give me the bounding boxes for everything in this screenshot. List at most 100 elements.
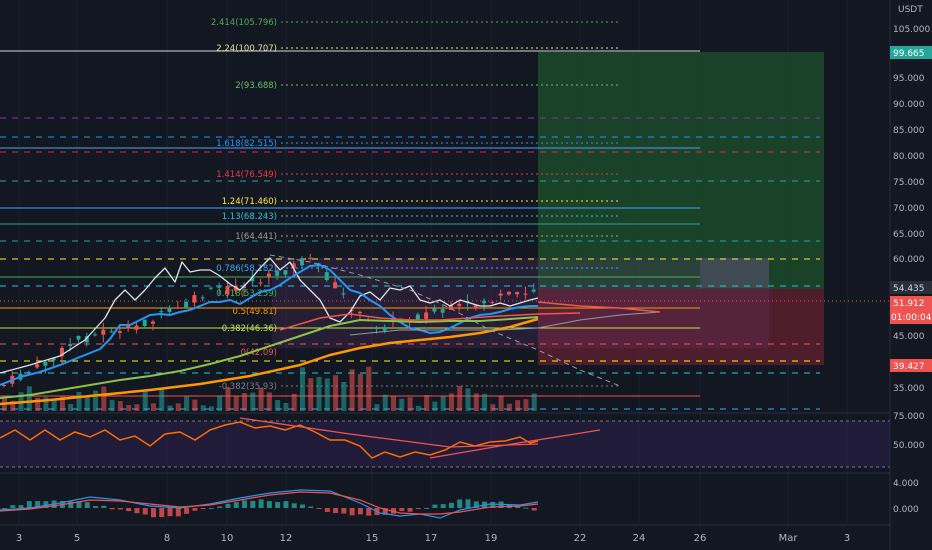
volume-bar bbox=[117, 401, 123, 411]
candle[interactable] bbox=[93, 334, 98, 336]
candle[interactable] bbox=[531, 289, 536, 292]
volume-bar bbox=[167, 405, 173, 411]
macd-hist-bar bbox=[515, 505, 521, 508]
candle[interactable] bbox=[299, 258, 304, 266]
volume-bar bbox=[159, 388, 165, 411]
candle[interactable] bbox=[184, 301, 189, 308]
macd-hist-bar bbox=[68, 501, 74, 508]
candle[interactable] bbox=[341, 293, 346, 295]
candle[interactable] bbox=[357, 311, 362, 314]
volume-bar bbox=[192, 399, 198, 411]
candle[interactable] bbox=[109, 331, 114, 333]
macd-hist-bar bbox=[316, 508, 322, 509]
candle[interactable] bbox=[117, 331, 122, 333]
date-tick: 15 bbox=[366, 533, 379, 544]
macd-hist-bar bbox=[84, 502, 90, 508]
candle[interactable] bbox=[217, 286, 222, 288]
candle[interactable] bbox=[134, 325, 139, 330]
candle[interactable] bbox=[258, 282, 263, 284]
candle[interactable] bbox=[457, 303, 462, 307]
volume-bar bbox=[134, 404, 140, 411]
macd-hist-bar bbox=[275, 502, 281, 508]
candle[interactable] bbox=[291, 263, 296, 269]
macd-hist-bar bbox=[324, 508, 330, 512]
candle[interactable] bbox=[76, 335, 81, 340]
date-tick: 19 bbox=[485, 533, 498, 544]
macd-hist-bar bbox=[192, 508, 198, 511]
macd-hist-bar bbox=[341, 508, 347, 514]
macd-hist-bar bbox=[184, 508, 190, 514]
candle[interactable] bbox=[374, 328, 379, 330]
candle[interactable] bbox=[490, 301, 495, 303]
candle[interactable] bbox=[101, 329, 106, 335]
candle[interactable] bbox=[225, 286, 230, 294]
candle[interactable] bbox=[43, 361, 48, 366]
candle[interactable] bbox=[150, 321, 155, 324]
stop-loss-zone[interactable] bbox=[538, 289, 824, 365]
candle[interactable] bbox=[84, 336, 89, 343]
volume-bar bbox=[266, 392, 272, 411]
candle[interactable] bbox=[415, 314, 420, 320]
candle[interactable] bbox=[333, 282, 338, 289]
candle[interactable] bbox=[35, 364, 40, 368]
macd-hist-bar bbox=[415, 508, 421, 509]
candle[interactable] bbox=[498, 293, 503, 296]
candle[interactable] bbox=[159, 311, 164, 313]
candle[interactable] bbox=[142, 319, 147, 326]
macd-hist-bar bbox=[208, 507, 214, 509]
candle[interactable] bbox=[506, 291, 511, 295]
candle[interactable] bbox=[2, 384, 6, 386]
candle[interactable] bbox=[440, 309, 445, 313]
time-axis[interactable]: 3 5 8 10 12 15 17 19 22 24 26 Mar 3 bbox=[16, 533, 850, 544]
candle[interactable] bbox=[242, 286, 247, 289]
price-tick: 60.000 bbox=[893, 255, 925, 265]
candle[interactable] bbox=[200, 297, 205, 299]
candle[interactable] bbox=[275, 270, 280, 276]
candle[interactable] bbox=[51, 358, 56, 361]
rsi-line bbox=[0, 421, 539, 459]
date-tick: 10 bbox=[221, 533, 234, 544]
volume-bar bbox=[51, 399, 57, 411]
volume-bar bbox=[382, 394, 388, 411]
gray-projection bbox=[349, 311, 661, 336]
volume-bar bbox=[43, 397, 49, 411]
volume-bar bbox=[506, 403, 512, 411]
candle[interactable] bbox=[482, 300, 487, 304]
target-badge bbox=[890, 46, 932, 59]
candle[interactable] bbox=[208, 287, 213, 289]
macd-hist-bar bbox=[150, 508, 156, 518]
candle[interactable] bbox=[283, 270, 288, 275]
candle[interactable] bbox=[167, 307, 172, 312]
take-profit-zone[interactable] bbox=[538, 52, 824, 289]
volume-bar bbox=[415, 405, 421, 411]
candle[interactable] bbox=[126, 325, 131, 329]
fib-label-neg: -0.382(35.93) bbox=[219, 382, 277, 392]
candle[interactable] bbox=[26, 371, 31, 373]
candle[interactable] bbox=[308, 257, 313, 259]
candle[interactable] bbox=[192, 295, 197, 303]
candle[interactable] bbox=[175, 307, 180, 309]
candle[interactable] bbox=[432, 308, 437, 312]
candle[interactable] bbox=[382, 327, 387, 331]
candle[interactable] bbox=[448, 305, 453, 310]
macd-hist-bar bbox=[250, 500, 256, 508]
volume-bar bbox=[126, 405, 132, 411]
volume-bar bbox=[357, 374, 363, 411]
range-box-right bbox=[700, 258, 769, 288]
candle[interactable] bbox=[59, 347, 64, 357]
price-axis[interactable]: USDT 105.000 95.000 90.000 85.000 80.000… bbox=[893, 5, 930, 515]
fib-label-0382: 0.382(46.36) bbox=[222, 324, 277, 334]
candle[interactable] bbox=[324, 272, 329, 281]
candle[interactable] bbox=[523, 293, 528, 295]
macd-hist-bar bbox=[134, 508, 140, 514]
candle[interactable] bbox=[68, 344, 73, 347]
price-tick: 90.000 bbox=[893, 100, 925, 110]
volume-bar bbox=[84, 397, 90, 411]
candle[interactable] bbox=[266, 273, 271, 277]
candle[interactable] bbox=[473, 304, 478, 309]
candle[interactable] bbox=[424, 312, 429, 319]
candle[interactable] bbox=[515, 292, 520, 295]
candle[interactable] bbox=[250, 277, 255, 282]
macd-hist-bar bbox=[440, 504, 446, 508]
